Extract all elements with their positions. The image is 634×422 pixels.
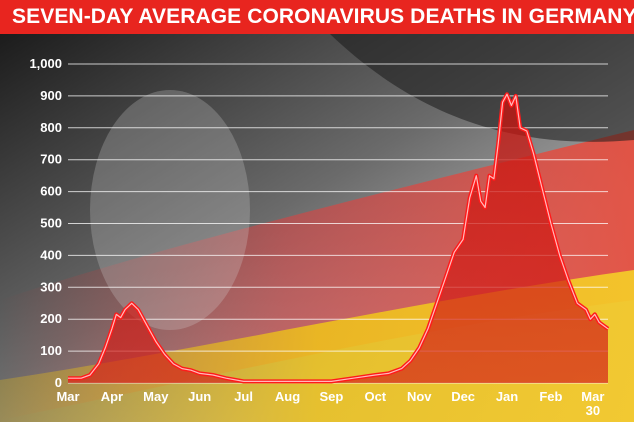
x-tick-label: May [143, 389, 169, 404]
y-tick-label: 200 [40, 311, 62, 326]
x-tick-label: Jun [188, 389, 211, 404]
y-tick-label: 400 [40, 247, 62, 262]
x-axis-ticks: Mar Apr May Jun Jul Aug Sep Oct Nov Dec Jan Feb Mar 3… [56, 389, 604, 418]
y-tick-label: 700 [40, 152, 62, 167]
x-tick-label: Oct [364, 389, 386, 404]
x-tick-label: Dec [451, 389, 475, 404]
x-tick-label: Mar 30 [581, 389, 604, 418]
x-tick-label: Aug [275, 389, 300, 404]
x-tick-label: Sep [319, 389, 343, 404]
x-tick-label: Jul [234, 389, 253, 404]
y-tick-label: 0 [55, 375, 62, 390]
y-axis-ticks: 0 100 200 300 400 500 600 700 800 900 1,000 [29, 56, 62, 390]
y-tick-label: 800 [40, 120, 62, 135]
flag-black-band [330, 34, 634, 142]
y-tick-label: 500 [40, 216, 62, 231]
y-tick-label: 1,000 [29, 56, 62, 71]
x-tick-label: Nov [407, 389, 432, 404]
series-line-highlight [68, 93, 609, 382]
y-tick-label: 600 [40, 184, 62, 199]
x-tick-label: Mar [56, 389, 79, 404]
chart-title: SEVEN-DAY AVERAGE CORONAVIRUS DEATHS IN … [0, 0, 634, 34]
y-tick-label: 900 [40, 88, 62, 103]
photo-figure [90, 90, 250, 330]
series-area [68, 94, 608, 384]
x-tick-label: Jan [496, 389, 518, 404]
y-tick-label: 300 [40, 279, 62, 294]
x-tick-label: Feb [539, 389, 562, 404]
x-tick-label: Apr [101, 389, 123, 404]
y-tick-label: 100 [40, 343, 62, 358]
